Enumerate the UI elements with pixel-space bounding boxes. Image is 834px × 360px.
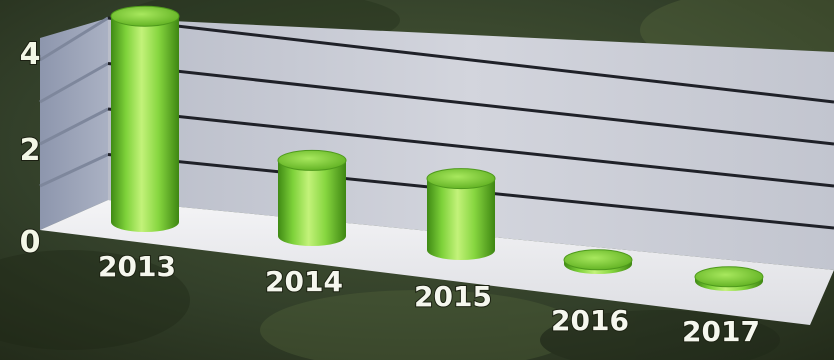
bar-body: [278, 160, 346, 246]
side-gridline: [39, 16, 109, 62]
y-axis-ticks: 0 2 4: [19, 36, 42, 261]
x-axis-labels: 2013 2014 2015 2016 2017: [97, 249, 761, 349]
bar-2013: [110, 5, 180, 233]
side-gridline: [39, 62, 109, 104]
y-tick-label: 2: [20, 133, 41, 168]
x-tick-label: 2017: [682, 315, 760, 348]
x-tick-label: 2015: [414, 280, 492, 313]
bar-2015: [426, 168, 496, 260]
bar-top: [694, 266, 764, 288]
bar-2017: [694, 266, 764, 291]
y-tick-label: 4: [20, 37, 41, 72]
side-gridline: [39, 107, 109, 146]
x-tick-label: 2016: [551, 304, 629, 337]
bar-top: [426, 168, 496, 190]
gridline: [107, 107, 834, 188]
bar-2016: [563, 249, 633, 274]
bar-top: [110, 5, 180, 27]
bar-body: [111, 16, 179, 233]
side-gridline: [39, 153, 109, 188]
bar-body: [427, 178, 495, 260]
bar-2014: [277, 149, 347, 246]
chart-side-wall: [40, 18, 108, 230]
x-tick-label: 2013: [98, 250, 176, 283]
bar-top: [563, 249, 633, 271]
gridline: [107, 62, 834, 146]
y-tick-label: 0: [20, 225, 41, 260]
bar-top: [277, 149, 347, 171]
chart-floor: [40, 200, 834, 325]
gridline: [107, 16, 834, 104]
bars: [110, 5, 764, 291]
x-tick-label: 2014: [265, 265, 343, 298]
